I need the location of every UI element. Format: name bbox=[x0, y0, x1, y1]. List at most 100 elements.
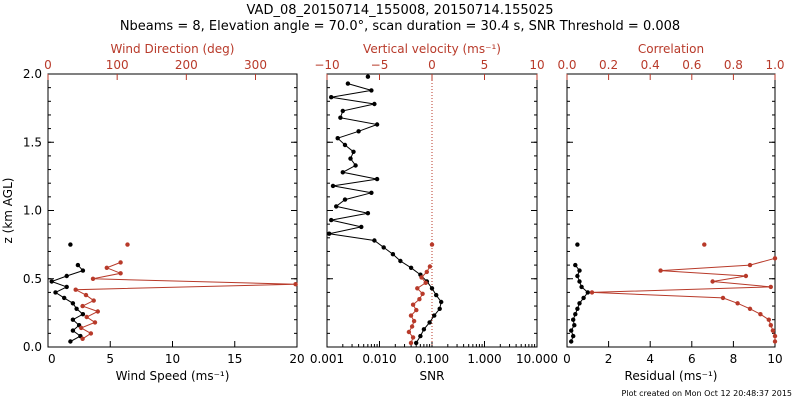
data-point-black bbox=[345, 81, 351, 86]
x-tick-label: 20 bbox=[289, 352, 304, 366]
top-x-tick-label: 0.2 bbox=[599, 58, 618, 72]
data-point-black bbox=[70, 317, 76, 322]
data-point-black bbox=[572, 323, 577, 328]
data-point-black bbox=[342, 197, 348, 202]
data-point-black bbox=[577, 301, 582, 306]
data-point-red bbox=[80, 336, 85, 341]
data-point-red bbox=[411, 318, 417, 324]
data-point-black bbox=[329, 217, 334, 223]
data-point-black bbox=[571, 333, 576, 339]
x-tick-label: 1.000 bbox=[467, 352, 501, 366]
data-point-red bbox=[772, 339, 778, 344]
top-x-axis-label: Correlation bbox=[638, 42, 704, 56]
data-point-black bbox=[585, 290, 590, 295]
x-tick-label: 8 bbox=[730, 352, 738, 366]
data-point-black bbox=[329, 95, 334, 100]
top-x-tick-label: 0.8 bbox=[724, 58, 743, 72]
data-point-black bbox=[68, 242, 73, 247]
figure-title: VAD_08_20150714_155008, 20150714.155025 bbox=[246, 3, 554, 18]
data-point-black bbox=[348, 156, 353, 161]
top-x-tick-label: 10 bbox=[529, 58, 544, 72]
data-point-black bbox=[335, 136, 340, 141]
data-point-black bbox=[418, 333, 423, 339]
data-point-black bbox=[351, 149, 356, 154]
data-point-black bbox=[408, 265, 414, 270]
data-point-red bbox=[589, 290, 595, 295]
data-point-black bbox=[575, 242, 580, 247]
data-point-black bbox=[569, 339, 574, 344]
figure-subtitle: Nbeams = 8, Elevation angle = 70.0°, sca… bbox=[119, 19, 681, 34]
top-x-axis-label: Wind Direction (deg) bbox=[111, 42, 235, 56]
top-x-tick-label: −10 bbox=[314, 58, 339, 72]
data-point-black bbox=[342, 142, 348, 148]
y-tick-label: 0.0 bbox=[23, 340, 42, 354]
data-point-red bbox=[702, 242, 707, 247]
data-point-black bbox=[353, 163, 358, 168]
data-point-red bbox=[118, 260, 123, 265]
data-point-red bbox=[88, 331, 94, 336]
top-x-tick-label: 100 bbox=[106, 58, 129, 72]
data-point-black bbox=[374, 122, 380, 127]
data-point-black bbox=[80, 312, 86, 317]
data-point-red bbox=[420, 291, 425, 296]
y-tick-label: 0.5 bbox=[23, 272, 42, 286]
top-x-tick-label: 300 bbox=[244, 58, 267, 72]
data-point-red bbox=[758, 312, 763, 317]
top-x-tick-label: 0.0 bbox=[557, 58, 576, 72]
data-point-red bbox=[80, 303, 85, 309]
data-point-red bbox=[747, 306, 753, 311]
data-point-red bbox=[772, 256, 778, 261]
x-tick-label: 10 bbox=[767, 352, 782, 366]
data-point-black bbox=[330, 183, 336, 189]
y-tick-label: 2.0 bbox=[23, 67, 42, 81]
data-point-black bbox=[53, 290, 58, 295]
y-tick-label: 1.0 bbox=[23, 204, 42, 218]
x-axis-label: Residual (ms⁻¹) bbox=[625, 369, 718, 383]
data-point-red bbox=[90, 276, 96, 281]
data-point-red bbox=[770, 328, 776, 333]
data-point-black bbox=[338, 115, 343, 120]
top-x-tick-label: 200 bbox=[175, 58, 198, 72]
data-point-black bbox=[429, 286, 435, 291]
data-point-red bbox=[429, 242, 435, 247]
data-point-black bbox=[381, 245, 386, 250]
data-point-black bbox=[369, 190, 374, 195]
data-point-red bbox=[92, 320, 98, 325]
data-point-black bbox=[334, 204, 339, 209]
x-tick-label: 0.001 bbox=[310, 352, 344, 366]
data-point-red bbox=[410, 335, 416, 340]
data-point-black bbox=[579, 284, 584, 290]
data-point-black bbox=[573, 312, 578, 317]
data-point-black bbox=[575, 306, 580, 311]
data-point-red bbox=[409, 324, 415, 329]
data-point-black bbox=[575, 273, 580, 279]
x-tick-label: 10.000 bbox=[516, 352, 558, 366]
data-point-red bbox=[424, 269, 429, 275]
data-point-red bbox=[408, 313, 414, 318]
data-point-black bbox=[64, 273, 69, 279]
data-point-black bbox=[398, 258, 403, 264]
series-line-red-3 bbox=[591, 257, 776, 342]
data-point-black bbox=[68, 339, 73, 344]
data-point-black bbox=[327, 231, 332, 236]
data-point-red bbox=[427, 264, 433, 269]
data-point-black bbox=[414, 340, 419, 346]
data-point-red bbox=[104, 265, 110, 270]
x-tick-label: 4 bbox=[646, 352, 654, 366]
data-point-red bbox=[772, 333, 778, 339]
top-x-tick-label: 0.4 bbox=[641, 58, 660, 72]
data-point-black bbox=[427, 320, 432, 325]
data-point-black bbox=[80, 268, 86, 273]
x-tick-label: 5 bbox=[106, 352, 114, 366]
data-point-red bbox=[747, 262, 753, 268]
data-point-black bbox=[365, 211, 371, 216]
top-x-tick-label: 0 bbox=[44, 58, 52, 72]
data-point-black bbox=[372, 101, 377, 107]
data-point-black bbox=[432, 313, 437, 318]
x-tick-label: 10 bbox=[165, 352, 180, 366]
data-point-red bbox=[423, 280, 428, 285]
x-tick-label: 0.010 bbox=[362, 352, 396, 366]
data-point-red bbox=[410, 302, 416, 307]
data-point-red bbox=[406, 329, 412, 335]
